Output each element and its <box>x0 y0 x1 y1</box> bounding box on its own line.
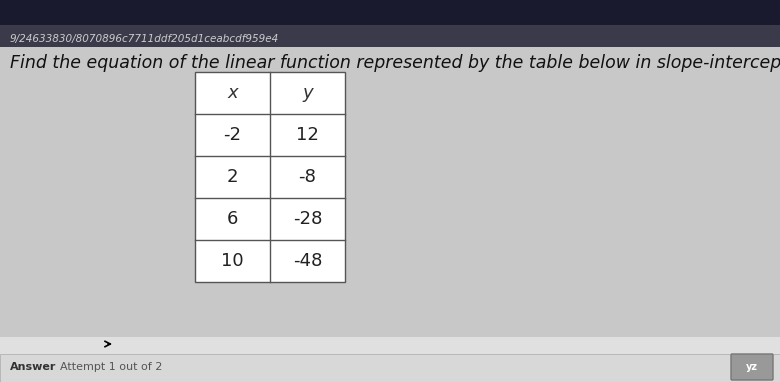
Bar <box>0 25 780 337</box>
Text: Attempt 1 out of 2: Attempt 1 out of 2 <box>60 362 162 372</box>
Bar <box>0 354 780 382</box>
Text: y: y <box>302 84 313 102</box>
Text: yz: yz <box>746 362 758 372</box>
Text: -2: -2 <box>224 126 242 144</box>
Text: Answer: Answer <box>10 362 56 372</box>
Text: 2: 2 <box>227 168 238 186</box>
FancyBboxPatch shape <box>731 354 773 380</box>
Text: 12: 12 <box>296 126 319 144</box>
Text: 9/24633830/8070896c7711ddf205d1ceabcdf959e4: 9/24633830/8070896c7711ddf205d1ceabcdf95… <box>10 34 279 44</box>
Bar <box>195 72 345 282</box>
Bar <box>0 0 780 25</box>
Bar <box>0 25 780 47</box>
Text: Find the equation of the linear function represented by the table below in slope: Find the equation of the linear function… <box>10 54 780 72</box>
Text: -8: -8 <box>299 168 317 186</box>
Bar <box>0 337 780 382</box>
Text: -28: -28 <box>292 210 322 228</box>
Text: 10: 10 <box>222 252 244 270</box>
Text: -48: -48 <box>292 252 322 270</box>
Text: x: x <box>227 84 238 102</box>
Text: 6: 6 <box>227 210 238 228</box>
